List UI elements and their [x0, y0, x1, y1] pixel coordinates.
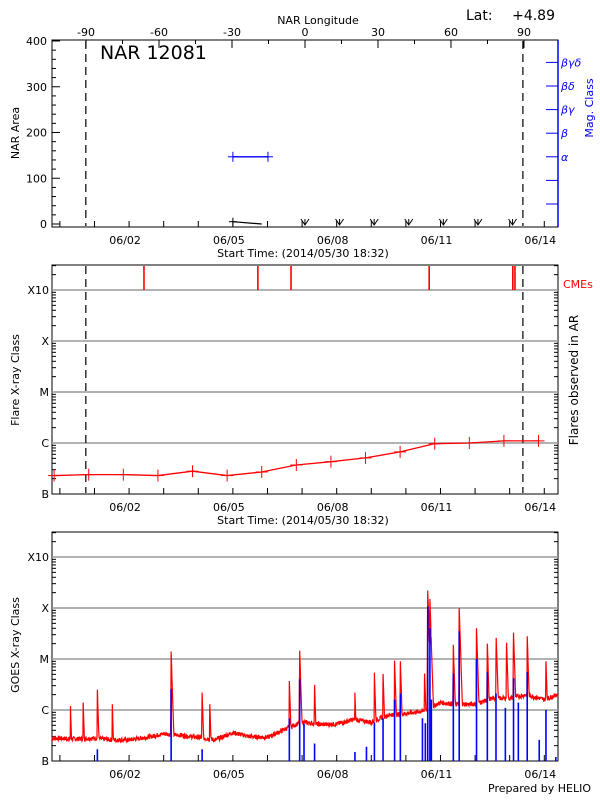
- x-tick-label: 06/05: [213, 768, 245, 781]
- x-tick-label: 06/02: [109, 234, 141, 247]
- class-tick-label: X: [41, 335, 49, 348]
- cme-label: CMEs: [563, 278, 593, 291]
- class-tick-label: X10: [27, 551, 49, 564]
- latitude-label: Lat:: [466, 8, 493, 24]
- latitude-value: +4.89: [512, 8, 555, 24]
- x-tick-label: 06/14: [524, 501, 556, 514]
- mag-class-tick-label: βδ: [560, 80, 575, 93]
- plot-layer: 06/02 06/05 06/08 06/11 06/14 06/02 06/05 06/08…: [26, 26, 582, 781]
- x-tick-label: 06/02: [109, 768, 141, 781]
- mag-class-tick-label: α: [561, 151, 569, 164]
- class-tick-label: M: [40, 653, 50, 666]
- area-tick-label: 300: [26, 81, 47, 94]
- panel-3-frame: [51, 531, 559, 762]
- x-tick-label: 06/02: [109, 501, 141, 514]
- panel1-xaxis-title: Start Time: (2014/05/30 18:32): [217, 247, 389, 260]
- x-tick-label: 06/05: [213, 501, 245, 514]
- class-tick-label: M: [40, 386, 50, 399]
- area-series-line: [232, 221, 262, 225]
- x-tick-label: 06/14: [524, 234, 556, 247]
- area-tick-label: 200: [26, 127, 47, 140]
- goes-long-channel-line: [51, 590, 559, 744]
- x-tick-label: 06/11: [421, 501, 453, 514]
- panel-2-frame: [51, 264, 559, 495]
- goes-axis-title: GOES X-ray Class: [9, 597, 22, 693]
- x-tick-label: 06/11: [421, 768, 453, 781]
- panel-1-frame: [51, 39, 559, 228]
- area-tick-label: 400: [26, 35, 47, 48]
- x-tick-label: 06/08: [317, 501, 349, 514]
- mag-class-tick-label: βγ: [560, 104, 575, 117]
- longitude-tick-label: 90: [517, 26, 531, 39]
- x-tick-label: 06/14: [524, 768, 556, 781]
- area-tick-label: 0: [40, 218, 47, 231]
- longitude-tick-label: 30: [371, 26, 385, 39]
- flare-axis-title: Flare X-ray Class: [9, 334, 22, 426]
- longitude-tick-label: -60: [150, 26, 168, 39]
- mag-class-tick-label: β: [560, 127, 568, 140]
- region-title: NAR 12081: [100, 42, 207, 64]
- panel2-xaxis-title: Start Time: (2014/05/30 18:32): [217, 514, 389, 527]
- x-tick-label: 06/08: [317, 768, 349, 781]
- class-tick-label: B: [41, 488, 49, 501]
- mag-class-tick-label: βγδ: [560, 56, 582, 69]
- longitude-tick-label: -30: [223, 26, 241, 39]
- mag-class-axis-title: Mag. Class: [583, 78, 596, 137]
- footer-credit: Prepared by HELIO: [488, 782, 591, 795]
- longitude-axis-title: NAR Longitude: [277, 14, 359, 27]
- class-tick-label: X: [41, 602, 49, 615]
- class-tick-label: X10: [27, 284, 49, 297]
- class-tick-label: B: [41, 755, 49, 768]
- x-tick-label: 06/11: [421, 234, 453, 247]
- area-tick-label: 100: [26, 172, 47, 185]
- longitude-tick-label: 60: [444, 26, 458, 39]
- class-tick-label: C: [41, 704, 49, 717]
- flares-observed-axis-title: Flares observed in AR: [567, 315, 581, 445]
- area-axis-title: NAR Area: [9, 107, 22, 159]
- longitude-tick-label: -90: [77, 26, 95, 39]
- x-tick-label: 06/05: [213, 234, 245, 247]
- x-tick-label: 06/08: [317, 234, 349, 247]
- longitude-tick-label: 0: [302, 26, 309, 39]
- class-tick-label: C: [41, 437, 49, 450]
